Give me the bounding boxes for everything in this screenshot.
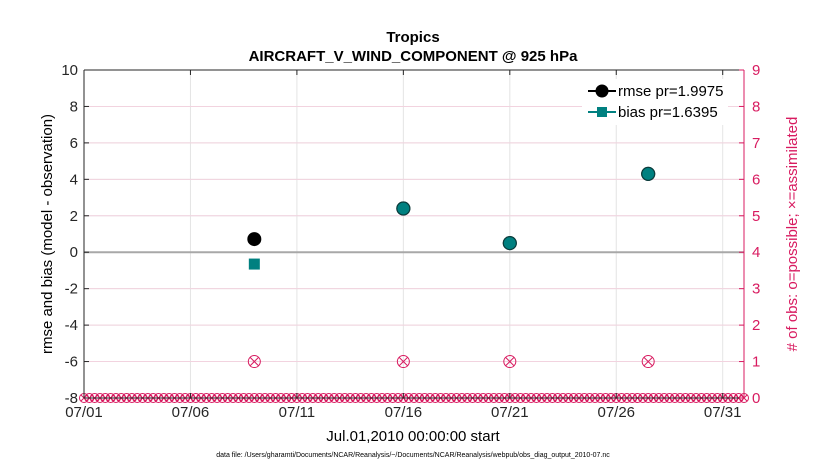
y2-tick-label: 0	[752, 390, 760, 407]
legend-entry-rmse: rmse pr=1.9975	[588, 83, 723, 100]
possible-circle	[503, 355, 517, 369]
assimilated-cross	[249, 356, 259, 367]
y2-axis-label: # of obs: o=possible; ×=assimilated	[784, 117, 801, 352]
legend: rmse pr=1.9975 bias pr=1.6395	[582, 79, 728, 125]
y2-tick-label: 7	[752, 135, 760, 152]
y-tick-label: -6	[65, 354, 78, 371]
possible-circle	[641, 355, 655, 369]
x-tick-label: 07/21	[491, 404, 529, 421]
x-tick-label: 07/31	[704, 404, 742, 421]
chart-subtitle: AIRCRAFT_V_WIND_COMPONENT @ 925 hPa	[249, 48, 579, 65]
y-tick-label: 6	[70, 135, 78, 152]
y-tick-label: 10	[61, 62, 78, 79]
legend-marker	[597, 107, 607, 117]
axes	[83, 69, 745, 399]
y-tick-label: -4	[65, 317, 78, 334]
obs-count-marker	[641, 355, 655, 369]
y2-tick-label: 2	[752, 317, 760, 334]
x-tick-label: 07/11	[279, 404, 315, 421]
possible-circle	[247, 355, 261, 369]
y2-tick-label: 4	[752, 244, 760, 261]
y2-tick-label: 5	[752, 208, 760, 225]
y2-tick-label: 8	[752, 98, 760, 115]
legend-entry-bias: bias pr=1.6395	[588, 104, 718, 121]
y2-tick-label: 9	[752, 62, 760, 79]
legend-label: bias pr=1.6395	[618, 104, 718, 121]
obs-count-marker	[247, 355, 261, 369]
obs-count-marker	[503, 355, 517, 369]
y-tick-label: 4	[70, 171, 78, 188]
y-tick-label: 0	[70, 244, 78, 261]
x-axis-ticks: 07/01 07/06 07/11 07/16 07/21 07/26 07/31	[65, 70, 741, 421]
assimilated-cross	[505, 356, 515, 367]
bias-point	[502, 236, 517, 251]
y-tick-label: 8	[70, 98, 78, 115]
y-tick-label: 2	[70, 208, 78, 225]
bias-point	[396, 201, 411, 216]
bias-point	[248, 258, 260, 270]
y-axis-ticks: -8 -6 -4 -2 0 2 4 6 8 10	[61, 62, 89, 407]
data-series	[247, 166, 656, 270]
legend-marker	[595, 84, 609, 98]
possible-circle	[396, 355, 410, 369]
x-tick-label: 07/26	[597, 404, 635, 421]
bias-point	[641, 166, 656, 181]
y-tick-label: -2	[65, 281, 78, 298]
assimilated-cross	[643, 356, 653, 367]
y-tick-label: -8	[65, 390, 78, 407]
data-file-footnote: data file: /Users/gharamti/Documents/NCA…	[216, 452, 610, 459]
x-tick-label: 07/01	[65, 404, 103, 421]
legend-label: rmse pr=1.9975	[618, 83, 723, 100]
y2-tick-label: 1	[752, 354, 760, 371]
y2-tick-label: 6	[752, 171, 760, 188]
y2-axis-ticks: 0 1 2 3 4 5 6 7 8 9	[739, 62, 760, 407]
x-tick-label: 07/06	[172, 404, 210, 421]
rmse-point	[247, 232, 262, 247]
chart-title: Tropics	[386, 29, 439, 46]
assimilated-cross	[398, 356, 409, 367]
obs-count-marker	[396, 355, 410, 369]
x-tick-label: 07/16	[385, 404, 423, 421]
y2-tick-label: 3	[752, 281, 760, 298]
y-axis-label: rmse and bias (model - observation)	[39, 114, 56, 354]
x-axis-label: Jul.01,2010 00:00:00 start	[326, 428, 500, 445]
obs-count-markers	[79, 355, 749, 403]
